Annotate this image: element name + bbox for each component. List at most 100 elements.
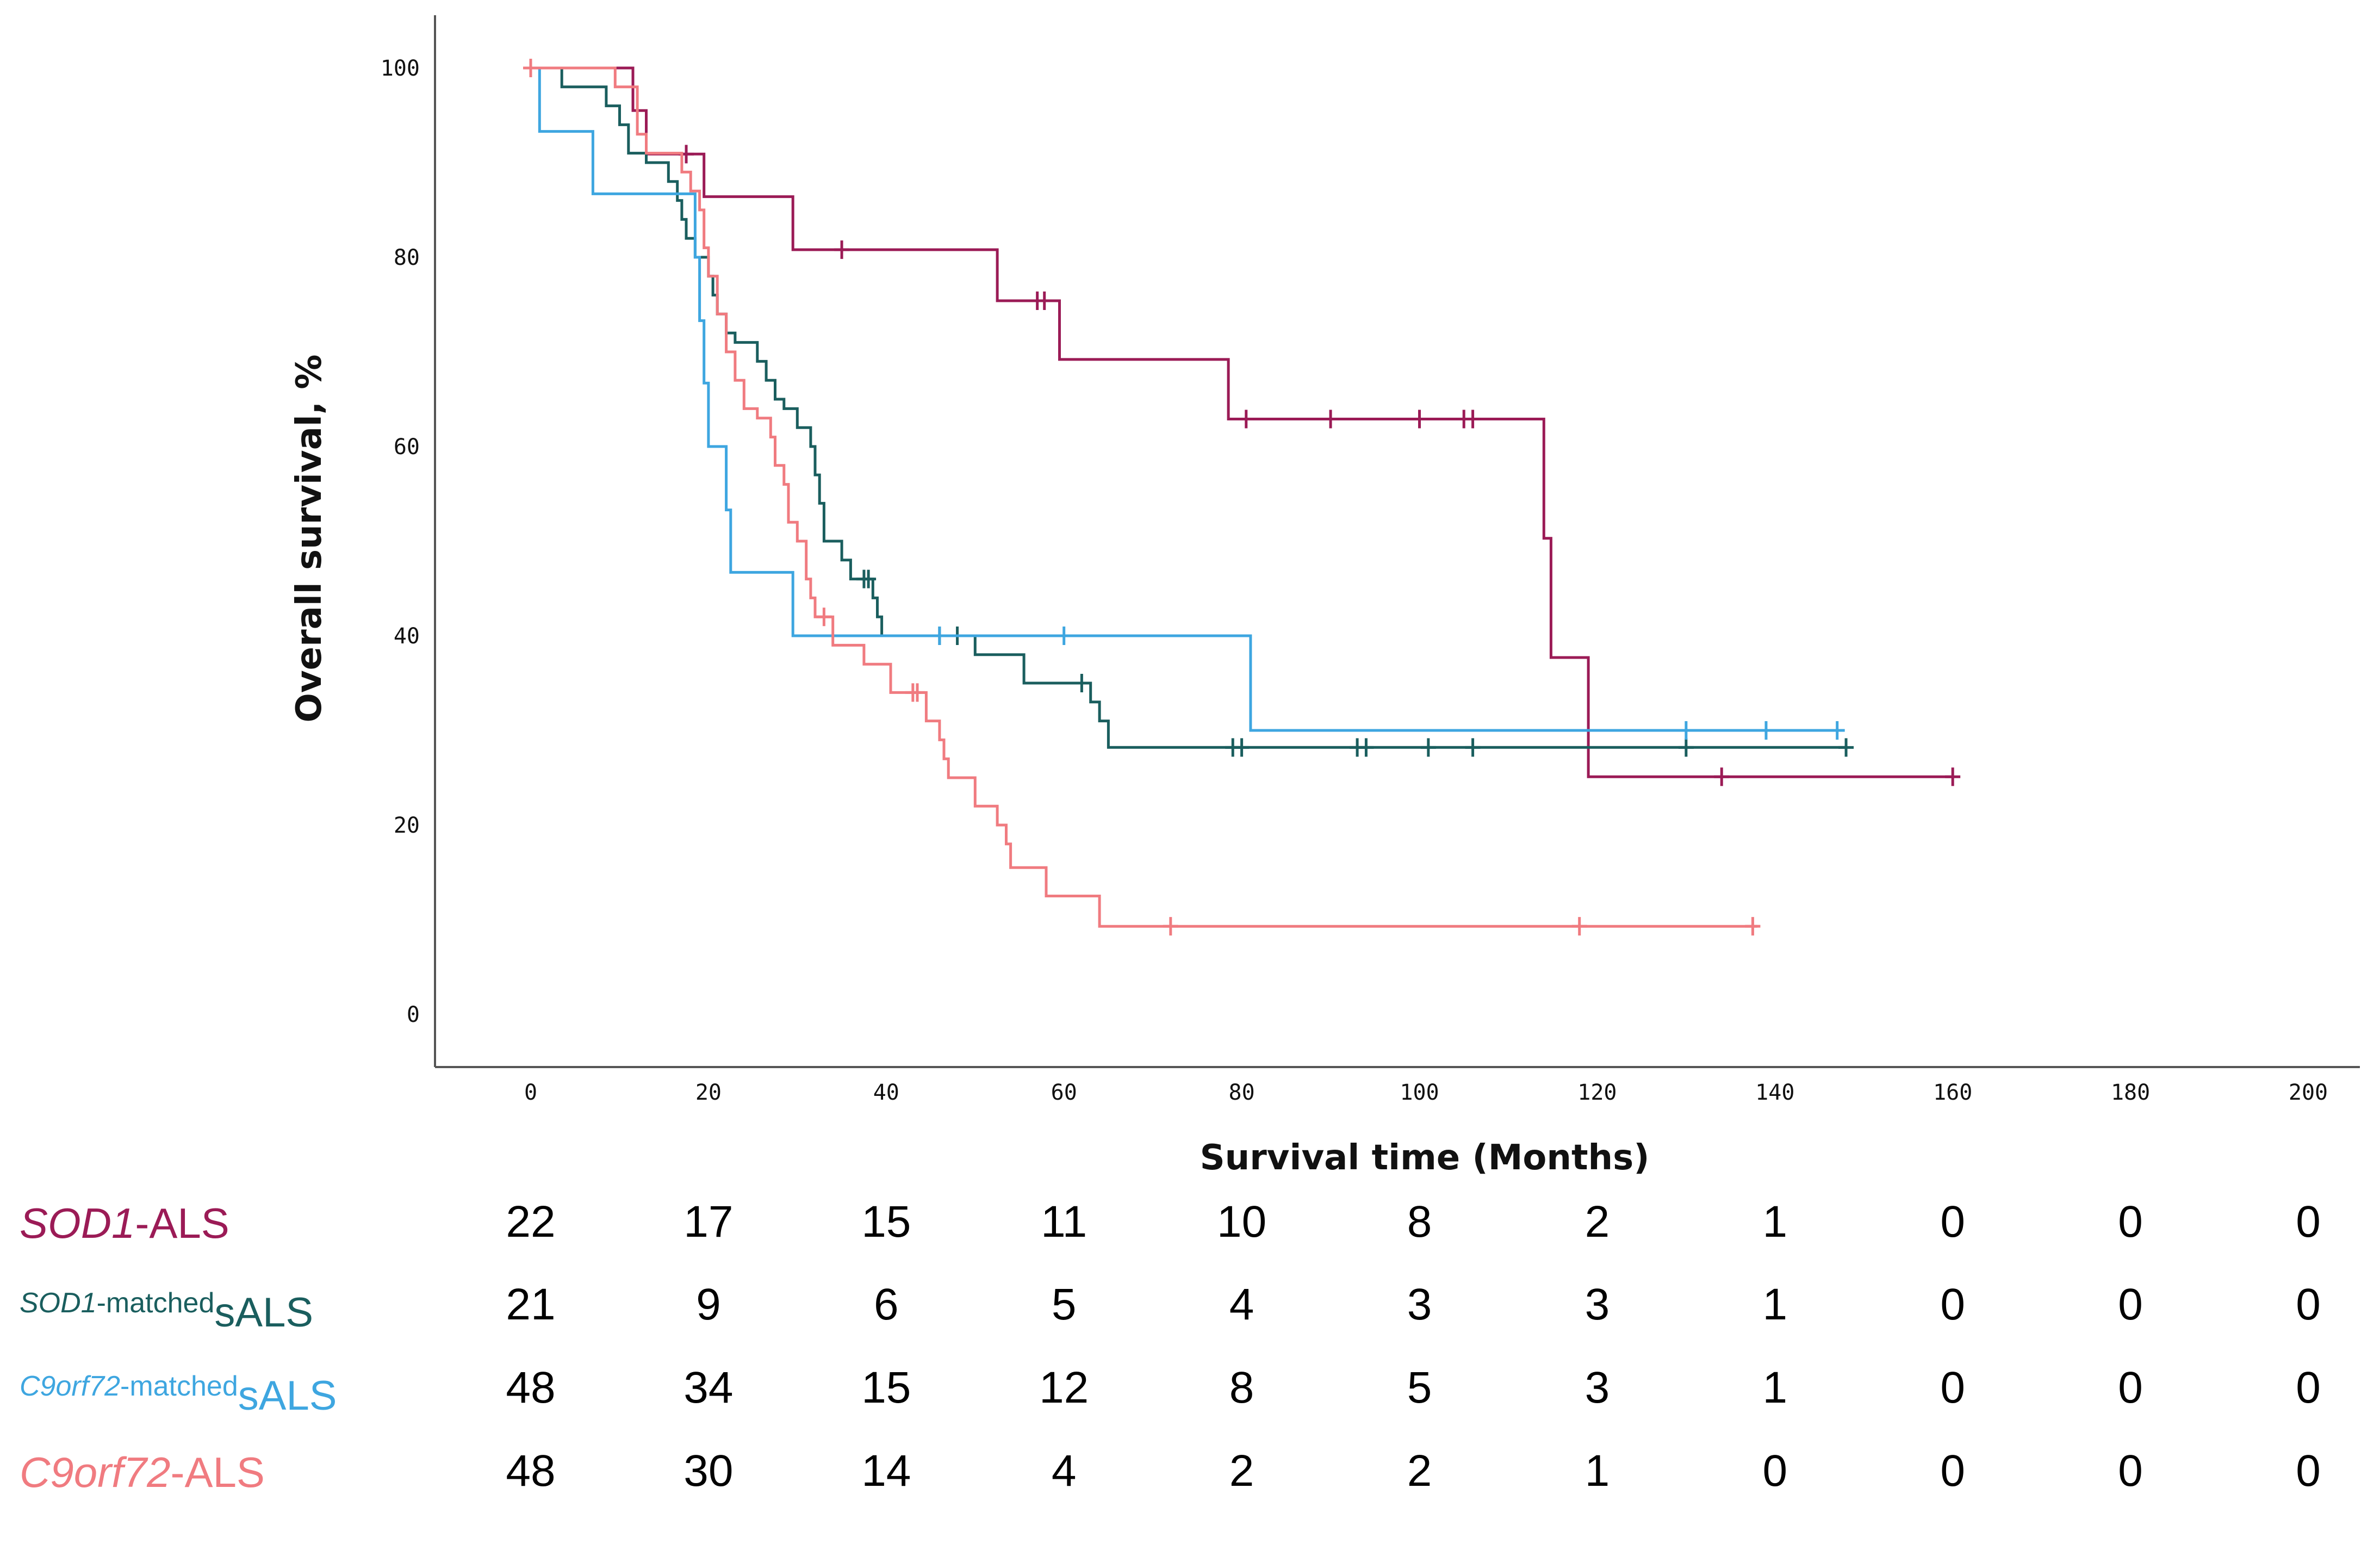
x-tick-label: 80	[1229, 1080, 1255, 1105]
risk-count: 4	[1229, 1280, 1254, 1329]
risk-count: 48	[506, 1363, 556, 1412]
risk-count: 22	[506, 1197, 556, 1247]
risk-label-suffix: -ALS	[170, 1448, 265, 1496]
censor-mark	[1412, 410, 1427, 429]
censor-mark	[1036, 292, 1052, 311]
risk-count: 3	[1407, 1280, 1432, 1329]
series-c9orf72-als	[523, 59, 1761, 936]
censor-mark	[1358, 738, 1374, 757]
axes	[434, 15, 2360, 1068]
y-tick-label: 40	[394, 624, 420, 649]
censor-mark	[1745, 917, 1761, 936]
y-axis-title: Overall survival, %	[289, 355, 330, 723]
risk-count: 8	[1229, 1363, 1254, 1412]
risk-count: 48	[506, 1446, 556, 1496]
risk-count: 34	[683, 1363, 734, 1412]
survival-curves	[523, 59, 1961, 936]
risk-row-label: C9orf72-ALS	[20, 1448, 265, 1497]
risk-count: 5	[1051, 1280, 1077, 1329]
y-tick-label: 100	[381, 56, 420, 81]
censor-mark	[523, 59, 538, 77]
risk-label-suffix: -matched	[96, 1287, 215, 1319]
survival-curve-sod1-als	[531, 66, 1953, 778]
risk-count: 14	[861, 1446, 911, 1496]
x-tick-label: 40	[873, 1080, 899, 1105]
censor-mark	[1678, 738, 1694, 757]
y-tick-label: 60	[394, 435, 420, 460]
x-tick-label: 180	[2111, 1080, 2150, 1105]
x-tick-label: 160	[1933, 1080, 1972, 1105]
risk-count: 5	[1407, 1363, 1432, 1412]
risk-count: 10	[1216, 1197, 1267, 1247]
risk-count: 1	[1584, 1446, 1610, 1496]
risk-count: 11	[1041, 1197, 1088, 1247]
survival-curve-sod1-matched-sals	[531, 66, 1847, 749]
censor-mark	[1571, 917, 1587, 936]
x-tick-label: 60	[1051, 1080, 1077, 1105]
risk-count: 30	[683, 1446, 734, 1496]
risk-count: 3	[1584, 1280, 1610, 1329]
risk-count: 0	[2296, 1446, 2321, 1496]
risk-count: 15	[861, 1363, 911, 1412]
risk-count: 0	[1762, 1446, 1788, 1496]
risk-count: 9	[696, 1280, 721, 1329]
censor-mark	[1420, 738, 1436, 757]
risk-label-gene: SOD1	[20, 1199, 135, 1247]
risk-count: 15	[861, 1197, 911, 1247]
risk-count: 3	[1584, 1363, 1610, 1412]
x-tick-label: 140	[1755, 1080, 1794, 1105]
censor-mark	[1465, 738, 1481, 757]
risk-count: 0	[1940, 1363, 1965, 1412]
censor-mark	[1838, 738, 1854, 757]
risk-count: 12	[1039, 1363, 1089, 1412]
series-sod1-matched-sals	[531, 66, 1854, 757]
risk-count: 1	[1762, 1280, 1788, 1329]
y-tick-labels: 0 20 40 60 80 100	[381, 56, 420, 1027]
censor-mark	[1465, 410, 1481, 429]
censor-mark	[931, 627, 947, 645]
risk-label-gene: C9orf72	[20, 1371, 120, 1402]
y-tick-label: 0	[407, 1002, 420, 1027]
x-tick-label: 0	[524, 1080, 537, 1105]
risk-count: 0	[1940, 1280, 1965, 1329]
risk-row-label: SOD1-ALS	[20, 1199, 229, 1248]
censor-mark	[1945, 767, 1961, 786]
number-at-risk-table: SOD1-ALS 22 17 15 11 10 8 2 1 0 0 0 SOD1-matchedsALS…	[0, 1196, 2380, 1545]
censor-mark	[1074, 674, 1090, 692]
risk-count: 2	[1229, 1446, 1254, 1496]
x-tick-labels: 0 20 40 60 80 100 120 140 160 180 200	[524, 1080, 2328, 1105]
censor-mark	[861, 569, 877, 588]
risk-count: 0	[2118, 1280, 2143, 1329]
risk-count: 0	[2118, 1363, 2143, 1412]
risk-count: 0	[2296, 1197, 2321, 1247]
censor-mark	[1323, 410, 1339, 429]
risk-count: 2	[1584, 1197, 1610, 1247]
x-tick-label: 100	[1400, 1080, 1439, 1105]
risk-count: 6	[873, 1280, 899, 1329]
y-tick-label: 20	[394, 813, 420, 838]
series-c9orf72-matched-sals	[531, 66, 1845, 740]
risk-label-suffix: -ALS	[135, 1199, 229, 1247]
censor-mark	[1714, 767, 1730, 786]
risk-count: 0	[2296, 1363, 2321, 1412]
risk-label-cohort: sALS	[238, 1373, 337, 1419]
risk-row-label: SOD1-matchedsALS	[20, 1275, 313, 1336]
censor-mark	[1056, 627, 1072, 645]
censor-mark	[816, 607, 832, 627]
risk-count: 0	[1940, 1446, 1965, 1496]
censor-mark	[1678, 721, 1694, 740]
risk-label-cohort: sALS	[214, 1289, 314, 1336]
censor-mark	[1758, 721, 1774, 740]
risk-count: 0	[1940, 1197, 1965, 1247]
series-sod1-als	[531, 66, 1961, 786]
risk-label-gene: SOD1	[20, 1287, 97, 1319]
censor-mark	[1234, 738, 1250, 757]
x-tick-label: 200	[2289, 1080, 2328, 1105]
risk-count: 4	[1051, 1446, 1077, 1496]
risk-label-suffix: -matched	[120, 1371, 238, 1402]
risk-count: 2	[1407, 1446, 1432, 1496]
risk-count: 21	[506, 1280, 556, 1329]
risk-count: 0	[2296, 1280, 2321, 1329]
risk-count: 0	[2118, 1197, 2143, 1247]
survival-curve-c9orf72-matched-sals	[531, 66, 1837, 732]
